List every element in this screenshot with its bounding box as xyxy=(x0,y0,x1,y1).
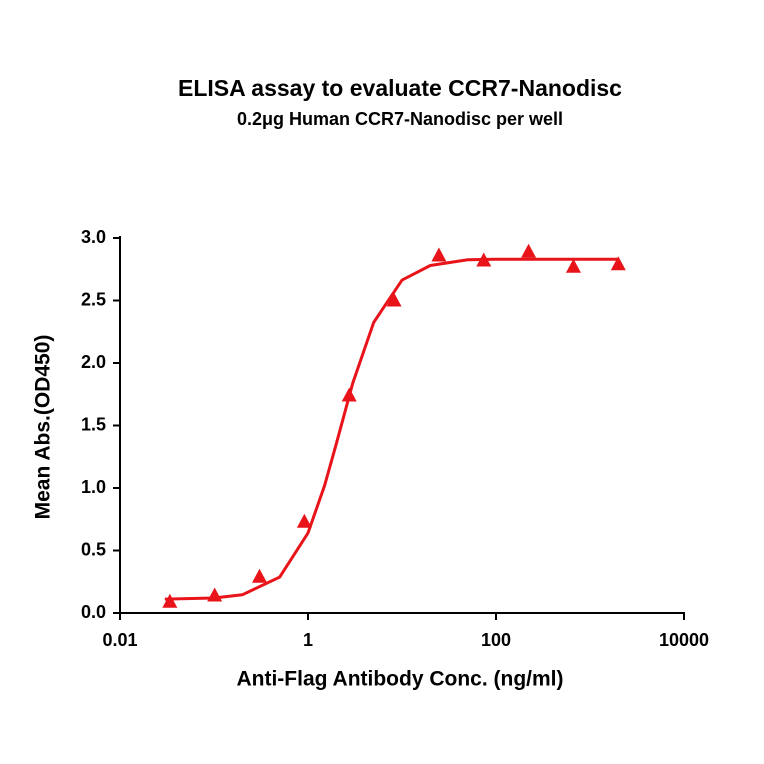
data-point xyxy=(565,258,581,273)
data-point xyxy=(431,247,447,262)
y-tick-label: 1.0 xyxy=(81,477,106,497)
x-tick-label: 100 xyxy=(481,630,511,650)
data-point xyxy=(386,292,402,307)
fit-curve xyxy=(164,257,619,601)
y-tick-label: 2.0 xyxy=(81,352,106,372)
chart-title: ELISA assay to evaluate CCR7-Nanodisc xyxy=(178,75,622,101)
chart-subtitle: 0.2μg Human CCR7-Nanodisc per well xyxy=(237,109,563,129)
y-tick-label: 1.5 xyxy=(81,414,106,434)
x-tick-label: 1 xyxy=(303,630,313,650)
data-point xyxy=(162,593,178,608)
x-tick-label: 0.01 xyxy=(102,630,137,650)
y-tick-label: 2.5 xyxy=(81,289,106,309)
data-point xyxy=(521,243,537,258)
y-tick-label: 0.0 xyxy=(81,602,106,622)
data-point xyxy=(610,256,626,271)
y-tick-label: 3.0 xyxy=(81,227,106,247)
data-point xyxy=(251,568,267,583)
y-tick-label: 0.5 xyxy=(81,539,106,559)
data-point xyxy=(341,387,357,402)
data-point xyxy=(296,513,312,528)
x-tick-label: 10000 xyxy=(659,630,709,650)
x-axis-label: Anti-Flag Antibody Conc. (ng/ml) xyxy=(236,668,563,691)
data-point xyxy=(207,587,223,602)
data-point xyxy=(476,252,492,267)
y-axis-label: Mean Abs.(OD450) xyxy=(32,335,55,520)
